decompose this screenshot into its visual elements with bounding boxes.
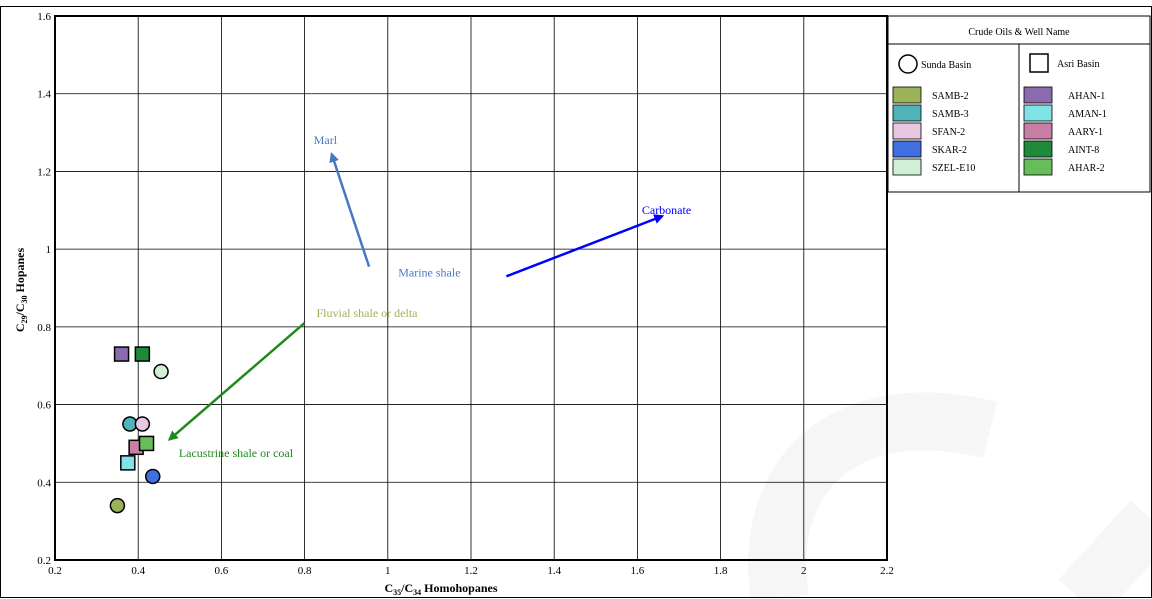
x-tick-label: 2.2 [880,565,894,577]
legend: Crude Oils & Well Name Sunda Basin Asri … [887,15,1151,193]
point-aint-8 [134,346,151,362]
marl-label: Marl [314,133,338,147]
grid [54,15,888,561]
legend-swatch-ahar-2 [1023,158,1053,176]
legend-label-samb-3: SAMB-3 [932,109,969,120]
x-tick-label: 1.2 [464,565,478,577]
y-tick-label: 1.2 [37,166,51,178]
legend-label-ahar-2: AHAR-2 [1068,163,1105,174]
x-axis-title-c35: C [384,581,393,595]
x-axis-title-slash: /C [400,581,413,595]
legend-swatch-sfan-2 [892,122,922,140]
point-skar-2 [145,468,161,485]
legend-swatch-samb-2 [892,86,922,104]
x-axis-title: C35/C34 Homohopanes [384,581,497,597]
x-tick-label: 1.6 [631,565,645,577]
y-tick-label: 0.8 [37,322,51,334]
y-axis-title-word: Hopanes [13,248,27,296]
legend-label-szel-e10: SZEL-E10 [932,163,975,174]
legend-square-icon [1029,53,1049,73]
watermark [748,392,1152,599]
y-axis-title-c29: C [13,324,27,333]
x-tick-label: 0.8 [298,565,312,577]
legend-label-skar-2: SKAR-2 [932,145,967,156]
legend-swatch-aint-8 [1023,140,1053,158]
x-tick-label: 0.4 [131,565,145,577]
plot-area [54,15,888,561]
legend-label-aary-1: AARY-1 [1068,127,1103,138]
x-axis-title-sub35: 35 [393,588,401,597]
legend-label-samb-2: SAMB-2 [932,91,969,102]
x-tick-label: 1 [385,565,391,577]
legend-label-sfan-2: SFAN-2 [932,127,965,138]
legend-swatch-samb-3 [892,104,922,122]
fluvial-shale-or-delta-label: Fluvial shale or delta [317,306,419,320]
data-points [109,346,169,514]
x-tick-label: 2 [801,565,807,577]
y-tick-label: 1.4 [37,89,51,101]
annotations: Marl Carbonate Marine shale Fluvial shale o… [167,133,691,460]
y-tick-label: 0.2 [37,555,51,567]
carbonate-arrow [505,214,665,278]
legend-label-aman-1: AMAN-1 [1068,109,1107,120]
y-tick-label: 0.4 [37,477,51,489]
legend-label-aint-8: AINT-8 [1068,145,1099,156]
legend-title: Crude Oils & Well Name [968,27,1070,38]
y-tick-label: 1.6 [37,11,51,23]
lacustrine-shale-or-coal-label: Lacustrine shale or coal [179,446,294,460]
point-szel-e10 [153,363,169,380]
point-sfan-2 [134,416,151,432]
legend-swatch-aary-1 [1023,122,1053,140]
x-tick-label: 1.4 [547,565,561,577]
point-samb-2 [109,497,126,514]
legend-circle-icon [898,54,918,74]
y-axis-title-sub29: 29 [20,316,29,324]
point-ahan-1 [113,346,130,362]
x-tick-label: 1.8 [714,565,728,577]
x-axis-title-sub34: 34 [413,588,421,597]
legend-swatch-skar-2 [892,140,922,158]
fluvial-shale-or-delta-arrow [167,322,306,441]
x-axis-title-word: Homohopanes [421,581,498,595]
legend-swatch-szel-e10 [892,158,922,176]
y-axis-title-sub30: 30 [20,296,29,304]
x-tick-label: 0.6 [215,565,229,577]
tick-labels: 0.2 0.4 0.6 0.8 1 1.2 1.4 1.6 1.8 2 2.2 0.2 0.4 0.6 0.… [37,11,894,577]
x-tick-label: 0.2 [48,565,62,577]
y-tick-label: 1 [46,244,52,256]
legend-swatch-ahan-1 [1023,86,1053,104]
legend-group-asri: Asri Basin [1057,59,1100,70]
legend-entries: SAMB-2 SAMB-3 SFAN-2 SKAR-2 SZEL-E10 AHAN-1 AM… [892,86,1107,176]
legend-group-sunda: Sunda Basin [921,60,971,71]
legend-swatch-aman-1 [1023,104,1053,122]
marl-arrow [329,152,371,268]
y-tick-label: 0.6 [37,400,51,412]
legend-label-ahan-1: AHAN-1 [1068,91,1105,102]
y-axis-title: C29/C30 Hopanes [13,248,29,333]
marine-shale-label: Marine shale [398,265,460,279]
y-axis-title-slash: /C [13,304,27,317]
carbonate-label: Carbonate [642,203,691,217]
point-aman-1 [120,455,136,471]
point-ahar-2 [138,435,155,452]
